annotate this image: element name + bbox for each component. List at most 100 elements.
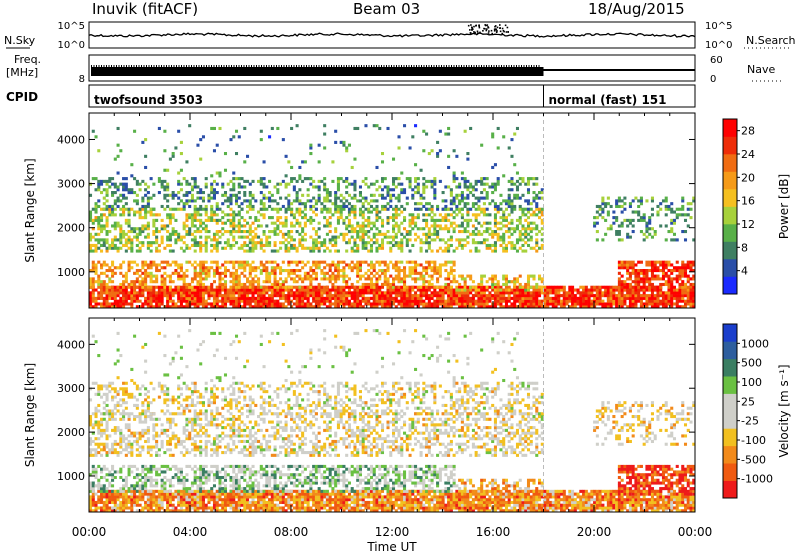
heatmap-cell (364, 224, 368, 228)
heatmap-cell (480, 282, 484, 287)
heatmap-cell (111, 294, 115, 298)
heatmap-cell (262, 280, 266, 284)
heatmap-cell (620, 285, 624, 289)
heatmap-cell (394, 299, 398, 303)
heatmap-cell (325, 263, 329, 267)
heatmap-cell (254, 246, 258, 250)
heatmap-cell (469, 305, 473, 309)
heatmap-cell (482, 210, 486, 214)
nave-point (231, 65, 232, 67)
heatmap-cell (617, 288, 621, 292)
heatmap-cell (133, 260, 137, 264)
heatmap-cell (358, 294, 362, 298)
heatmap-cell (502, 213, 506, 217)
heatmap-cell (97, 182, 101, 186)
heatmap-cell (234, 305, 239, 309)
heatmap-cell (240, 230, 244, 234)
nave-point (513, 65, 515, 67)
heatmap-cell (474, 196, 478, 200)
heatmap-cell (262, 294, 266, 298)
heatmap-cell (188, 246, 192, 250)
heatmap-cell (389, 274, 393, 278)
heatmap-cell (628, 285, 632, 289)
heatmap-cell (620, 282, 624, 287)
heatmap-cell (262, 288, 266, 292)
heatmap-cell (295, 124, 299, 128)
heatmap-cell (615, 216, 619, 220)
heatmap-cell (259, 207, 263, 211)
heatmap-cell (257, 294, 261, 298)
heatmap-cell (447, 288, 451, 292)
heatmap-cell (664, 260, 668, 264)
heatmap-cell (386, 280, 390, 284)
heatmap-cell (160, 294, 164, 298)
heatmap-cell (160, 238, 164, 242)
heatmap-cell (502, 224, 506, 228)
heatmap-cell (430, 224, 434, 228)
heatmap-cell (667, 299, 671, 303)
heatmap-cell (279, 221, 283, 225)
heatmap-cell (414, 260, 418, 264)
heatmap-cell (295, 221, 299, 225)
heatmap-cell (540, 299, 544, 303)
heatmap-cell (149, 260, 153, 264)
heatmap-cell (331, 296, 335, 300)
heatmap-cell (375, 291, 379, 295)
heatmap-cell (218, 291, 222, 295)
heatmap-cell (127, 207, 131, 211)
heatmap-cell (265, 241, 269, 245)
heatmap-cell (386, 185, 390, 189)
heatmap-cell (648, 227, 652, 231)
heatmap-cell (642, 302, 646, 306)
heatmap-cell (535, 196, 539, 200)
heatmap-cell (463, 230, 467, 234)
heatmap-cell (609, 285, 613, 289)
heatmap-cell (656, 291, 660, 295)
heatmap-cell (416, 182, 420, 186)
heatmap-cell (645, 294, 649, 298)
heatmap-cell (193, 204, 197, 209)
heatmap-cell (438, 218, 442, 222)
heatmap-cell (232, 302, 236, 306)
heatmap-cell (265, 302, 269, 306)
heatmap-cell (659, 302, 663, 306)
heatmap-cell (493, 243, 497, 248)
heatmap-cell (144, 227, 148, 231)
heatmap-cell (251, 266, 255, 270)
heatmap-cell (535, 241, 539, 245)
heatmap-cell (358, 185, 362, 189)
heatmap-cell (639, 302, 643, 306)
heatmap-cell (295, 274, 299, 278)
heatmap-cell (204, 238, 208, 242)
heatmap-cell (416, 188, 420, 192)
heatmap-cell (193, 182, 197, 186)
heatmap-cell (339, 299, 343, 303)
heatmap-cell (460, 274, 464, 278)
heatmap-cell (392, 277, 396, 281)
heatmap-cell (207, 218, 211, 222)
heatmap-cell (433, 291, 437, 295)
heatmap-cell (334, 263, 338, 267)
heatmap-cell (383, 232, 387, 236)
heatmap-cell (471, 202, 475, 206)
heatmap-cell (144, 224, 148, 228)
heatmap-cell (111, 191, 115, 195)
heatmap-cell (157, 249, 161, 253)
heatmap-cell (367, 282, 371, 287)
nave-point (498, 65, 500, 67)
heatmap-cell (232, 243, 236, 248)
nave-point (151, 65, 152, 67)
heatmap-cell (174, 218, 178, 222)
heatmap-cell (416, 191, 420, 195)
heatmap-cell (270, 305, 274, 309)
heatmap-cell (119, 199, 123, 203)
heatmap-cell (185, 191, 189, 195)
heatmap-cell (659, 299, 663, 303)
heatmap-cell (116, 302, 120, 306)
heatmap-cell (375, 299, 379, 303)
heatmap-cell (400, 232, 404, 236)
heatmap-cell (292, 238, 296, 242)
heatmap-cell (488, 232, 492, 236)
heatmap-cell (113, 191, 117, 195)
heatmap-cell (554, 305, 558, 309)
